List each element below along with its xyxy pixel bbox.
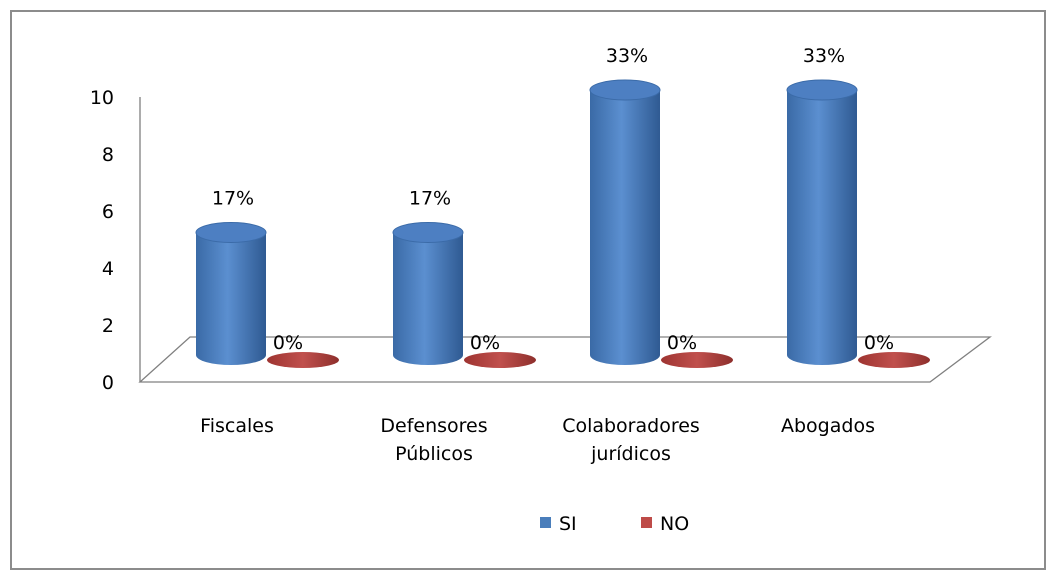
data-label-si: 33%	[803, 45, 845, 67]
bar-si	[787, 90, 857, 365]
legend-label: NO	[660, 513, 689, 535]
bar-no	[661, 352, 733, 368]
y-tick-label: 8	[102, 144, 114, 166]
bar-no	[267, 352, 339, 368]
y-tick-label: 0	[102, 372, 114, 394]
x-category-label: Defensores	[380, 415, 487, 437]
bar-si	[393, 232, 463, 365]
bar-no	[464, 352, 536, 368]
chart-frame	[10, 10, 1046, 570]
chart-floor	[138, 336, 992, 383]
bar-si-top	[195, 222, 267, 243]
data-label-si: 17%	[409, 188, 451, 210]
y-tick-label: 10	[90, 87, 114, 109]
legend-label: SI	[559, 513, 577, 535]
data-label-no: 0%	[667, 332, 697, 354]
bar-si-top	[589, 79, 661, 101]
data-label-no: 0%	[864, 332, 894, 354]
legend-swatch	[641, 517, 652, 528]
bar-si	[590, 90, 660, 365]
x-category-label: jurídicos	[590, 443, 671, 465]
bar-si-top	[786, 79, 858, 101]
y-tick-label: 2	[102, 315, 114, 337]
x-category-label: Colaboradores	[562, 415, 700, 437]
legend-swatch	[540, 517, 551, 528]
y-tick-label: 6	[102, 201, 114, 223]
data-label-no: 0%	[273, 332, 303, 354]
bar-si-top	[392, 222, 464, 243]
y-tick-label: 4	[102, 258, 114, 280]
x-category-label: Abogados	[781, 415, 875, 437]
bar-no	[858, 352, 930, 368]
x-category-label: Públicos	[395, 443, 473, 465]
data-label-no: 0%	[470, 332, 500, 354]
data-label-si: 17%	[212, 188, 254, 210]
data-label-si: 33%	[606, 45, 648, 67]
x-category-label: Fiscales	[200, 415, 274, 437]
bar-si	[196, 232, 266, 365]
